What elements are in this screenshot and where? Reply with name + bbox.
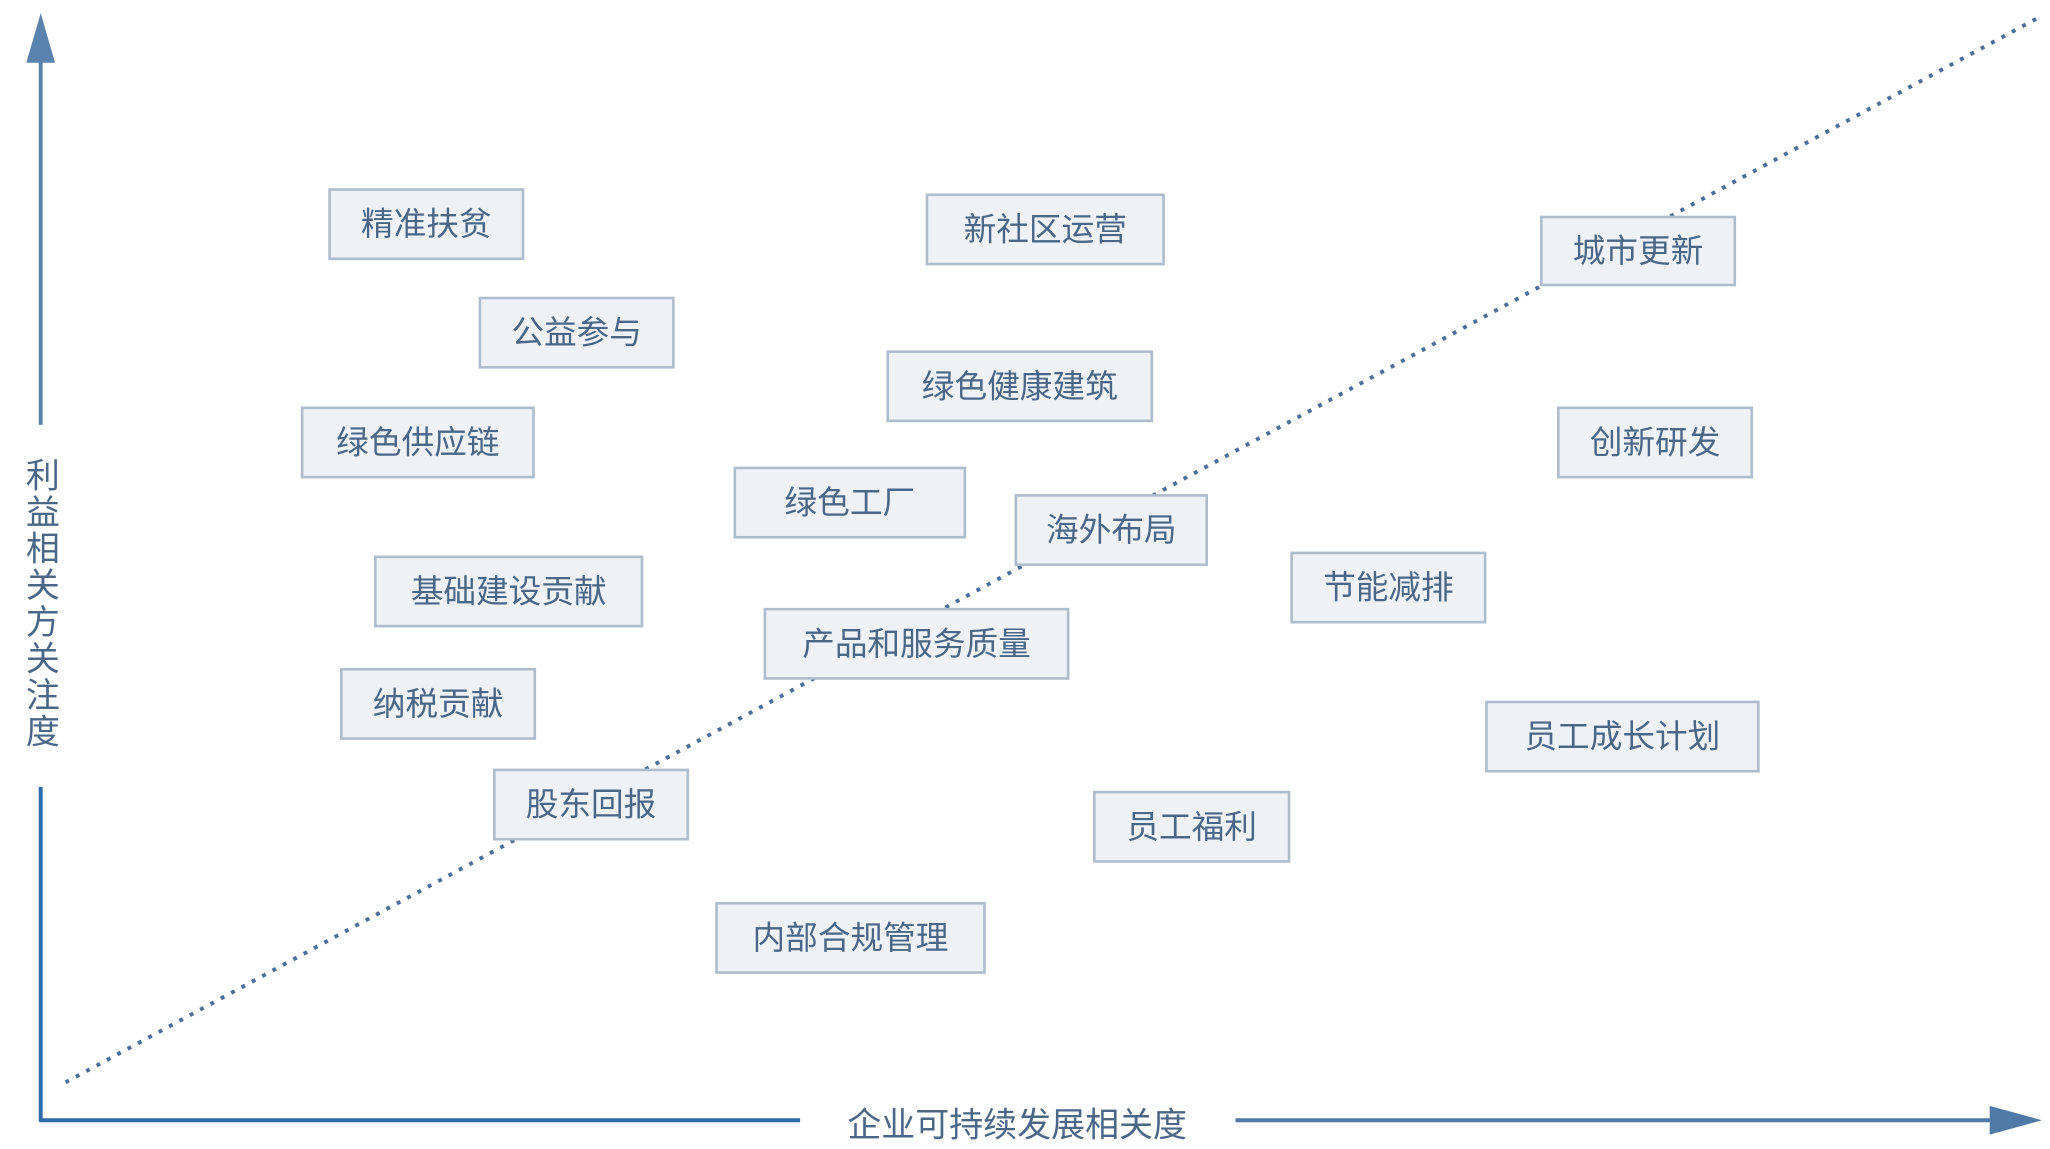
node-label: 员工成长计划	[1524, 718, 1720, 756]
node-label: 纳税贡献	[373, 685, 504, 723]
node-box	[328, 188, 525, 261]
node-label: 股东回报	[526, 786, 657, 824]
node-label: 产品和服务质量	[802, 625, 1031, 663]
node-label: 创新研发	[1590, 423, 1721, 461]
node-label: 海外布局	[1046, 511, 1177, 549]
node-box	[715, 901, 986, 974]
x-axis-arrow	[1989, 1105, 2042, 1135]
node-box	[1290, 551, 1487, 624]
node-box	[733, 466, 967, 539]
node-box	[1540, 215, 1737, 287]
node-label: 基础建设贡献	[411, 572, 607, 610]
node-label: 绿色供应链	[336, 423, 499, 461]
node-label: 城市更新	[1573, 232, 1704, 270]
node-label: 精准扶贫	[361, 205, 492, 243]
node-box	[478, 296, 675, 369]
node-box	[374, 555, 644, 628]
node-box	[1557, 406, 1754, 479]
node-label: 新社区运营	[964, 210, 1127, 248]
node-label: 绿色工厂	[785, 484, 916, 522]
y-axis-arrow	[26, 13, 56, 63]
y-axis-label: 利益相关方关注度	[19, 458, 59, 751]
node-box	[886, 350, 1154, 423]
node-box	[925, 193, 1165, 266]
node-label: 内部合规管理	[753, 919, 949, 957]
node-box	[492, 768, 690, 841]
diagonal-divider	[64, 13, 2043, 1085]
node-label: 节能减排	[1323, 569, 1454, 607]
node-box	[340, 667, 537, 740]
node-box	[763, 607, 1070, 680]
node-box	[1485, 700, 1760, 773]
x-axis-label: 企业可持续发展相关度	[847, 1105, 1187, 1145]
node-label: 员工福利	[1126, 808, 1257, 846]
node-label: 公益参与	[511, 314, 642, 352]
node-box	[1092, 790, 1291, 863]
node-box	[300, 406, 535, 479]
node-box	[1014, 494, 1209, 567]
node-label: 绿色健康建筑	[922, 367, 1118, 405]
